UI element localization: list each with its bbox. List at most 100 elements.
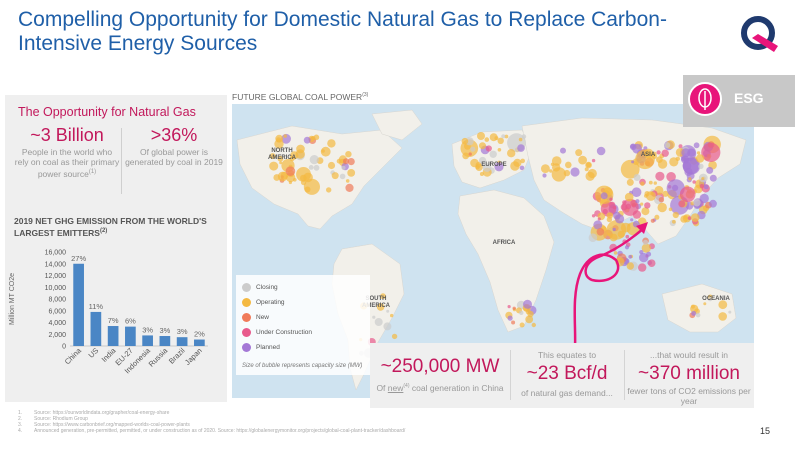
coal-plant-bubble <box>688 177 692 181</box>
coal-plant-bubble <box>653 181 657 185</box>
coal-plant-bubble <box>655 171 665 181</box>
coal-plant-bubble <box>497 137 504 144</box>
coal-plant-bubble <box>666 172 676 182</box>
coal-plant-bubble <box>489 150 497 158</box>
coal-plant-bubble <box>517 144 525 152</box>
coal-plant-bubble <box>390 313 394 318</box>
coal-plant-bubble <box>339 173 346 180</box>
coal-plant-bubble <box>285 166 296 176</box>
coal-plant-bubble <box>657 202 667 213</box>
footnote-1: 1. Source: https://ourworldindata.org/gra… <box>18 410 170 416</box>
coal-plant-bubble <box>341 165 346 170</box>
stat-divider <box>121 128 122 194</box>
coal-plant-bubble <box>386 309 390 313</box>
flow-arrow-head <box>636 222 648 234</box>
coal-plant-bubble <box>327 139 336 148</box>
coal-plant-bubble <box>718 300 728 310</box>
legend-dot-under-construction <box>242 328 251 337</box>
coal-plant-bubble <box>609 197 613 201</box>
coal-plant-bubble <box>470 146 476 152</box>
coal-plant-bubble <box>585 161 592 169</box>
coal-plant-bubble <box>640 181 645 186</box>
coal-plant-bubble <box>331 172 339 180</box>
coal-share-stat-value: >36% <box>150 125 198 145</box>
coal-plant-bubble <box>658 197 665 203</box>
x-tick-label: Russia <box>147 345 170 368</box>
coal-plant-bubble <box>681 148 691 158</box>
coal-plant-bubble <box>519 310 524 315</box>
coal-plant-bubble <box>523 299 532 309</box>
company-logo <box>741 16 778 52</box>
coal-plant-bubble <box>703 302 707 306</box>
coal-plant-bubble <box>283 134 287 138</box>
opportunity-panel <box>5 95 227 402</box>
coal-plant-bubble <box>662 190 669 197</box>
coal-plant-bubble <box>585 171 595 181</box>
coal-plant-bubble <box>550 162 555 166</box>
coal-plant-bubble <box>575 149 583 157</box>
map-title: FUTURE GLOBAL COAL POWER(3) <box>232 92 369 102</box>
map-label-north-america: NORTH AMERICA <box>268 148 297 161</box>
co2-reduction-value: ~370 million <box>638 363 740 384</box>
summary-divider-1 <box>510 350 511 400</box>
bar-russia <box>159 336 171 346</box>
oceania-land <box>661 283 737 333</box>
coal-plant-bubble <box>504 134 509 139</box>
opportunity-heading: The Opportunity for Natural Gas <box>18 105 196 119</box>
coal-plant-bubble <box>372 315 376 319</box>
coal-plant-bubble <box>326 187 332 193</box>
coal-plant-bubble <box>633 174 641 181</box>
coal-plant-bubble <box>632 143 642 154</box>
coal-plant-bubble <box>511 320 516 325</box>
coal-plant-bubble <box>602 208 608 215</box>
coal-plant-bubble <box>626 178 634 186</box>
coal-plant-bubble <box>343 158 349 165</box>
bar-us <box>90 311 102 346</box>
coal-plant-bubble <box>675 156 680 161</box>
coal-plant-bubble <box>519 322 525 328</box>
map-label-south-america: SOUTH AMERICA <box>362 296 391 309</box>
gas-demand-description: of natural gas demand... <box>521 388 613 398</box>
coal-plant-bubble <box>648 180 653 185</box>
coal-plant-bubble <box>612 227 616 232</box>
coal-plant-bubble <box>507 305 511 309</box>
coal-plant-bubble <box>630 218 634 222</box>
coal-plant-bubble <box>376 303 385 311</box>
page-number: 15 <box>760 426 771 436</box>
coal-plant-bubble <box>644 194 648 198</box>
coal-plant-bubble <box>606 220 627 240</box>
coal-plant-bubble <box>709 174 717 182</box>
coal-plant-bubble <box>672 211 679 219</box>
coal-plant-bubble <box>295 149 305 159</box>
coal-plant-bubble <box>327 161 336 170</box>
coal-plant-bubble <box>709 199 717 208</box>
coal-plant-bubble <box>321 149 325 153</box>
coal-plant-bubble <box>625 203 632 210</box>
map-label-africa: AFRICA <box>493 240 516 246</box>
map-label-asia: ASIA <box>641 152 656 158</box>
emission-bar-chart: Million MT CO2e 0 2,000 4,000 6,000 8,000 10,0… <box>9 250 208 375</box>
legend-item-closing: Closing <box>242 283 278 292</box>
coal-plant-bubble <box>309 155 319 165</box>
coal-plant-bubble <box>527 310 534 318</box>
coal-plant-bubble <box>635 149 655 170</box>
coal-plant-bubble <box>613 251 618 255</box>
coal-plant-bubble <box>687 216 692 220</box>
coal-plant-bubble <box>519 165 525 171</box>
coal-plant-bubble <box>578 155 587 165</box>
coal-plant-bubble <box>690 213 700 222</box>
bar-brazil <box>176 337 188 346</box>
emission-chart-title: 2019 NET GHG EMISSION FROM THE WORLD'S L… <box>14 216 207 238</box>
coal-plant-bubble <box>656 156 663 163</box>
coal-plant-bubble <box>664 142 671 149</box>
flow-arrow-line <box>572 227 645 363</box>
coal-plant-bubbles <box>269 132 732 358</box>
coal-plant-bubble <box>696 151 701 155</box>
coal-plant-bubble <box>518 137 523 142</box>
coal-plant-bubble <box>646 191 656 201</box>
coal-plant-bubble <box>513 158 522 167</box>
coal-plant-bubble <box>565 161 572 169</box>
coal-plant-bubble <box>624 245 630 250</box>
coal-plant-bubble <box>597 217 601 221</box>
coal-plant-bubble <box>627 223 631 227</box>
